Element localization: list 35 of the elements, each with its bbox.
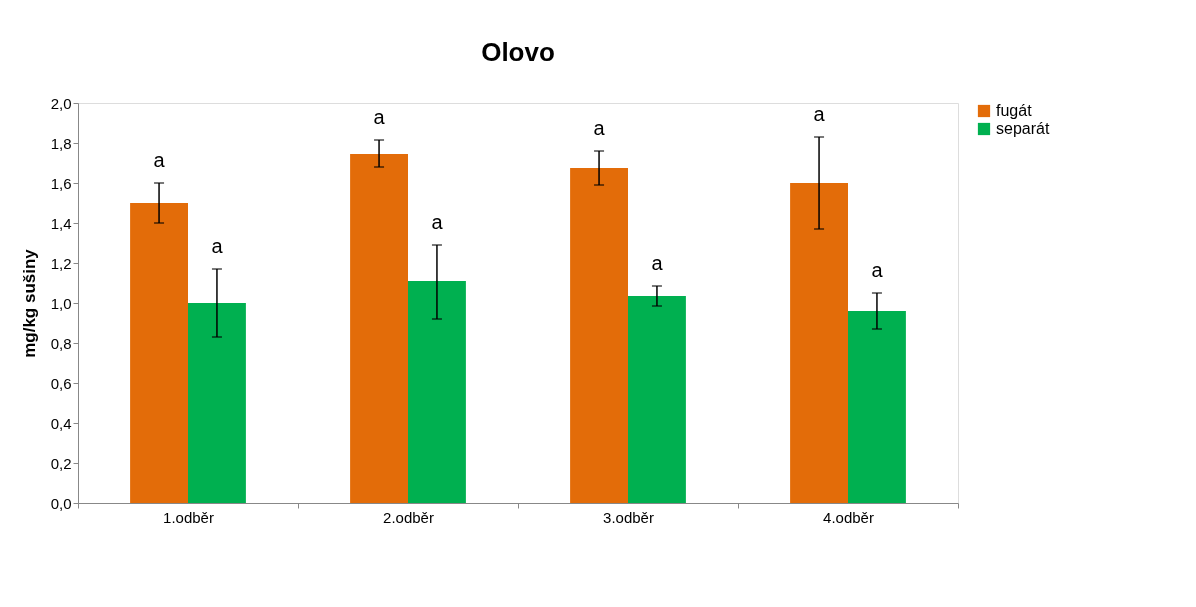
y-tick-label: 0,8 <box>50 334 72 352</box>
y-tick-label: 0,2 <box>50 454 72 472</box>
annotation: a <box>813 103 826 125</box>
annotation: a <box>211 235 224 257</box>
bar <box>350 154 408 503</box>
x-tick-label: 3.odběr <box>603 508 654 526</box>
x-tick-label: 1.odběr <box>163 508 214 526</box>
bar <box>408 281 466 503</box>
annotation: a <box>871 259 884 281</box>
annotation: a <box>431 211 444 233</box>
x-tick-label: 4.odběr <box>823 508 874 526</box>
y-tick-label: 2,0 <box>50 94 72 112</box>
y-tick-label: 1,8 <box>50 134 72 152</box>
y-tick-label: 1,2 <box>50 254 72 272</box>
y-tick-label: 0,6 <box>50 374 72 392</box>
y-tick-label: 0,0 <box>50 494 72 512</box>
annotation: a <box>373 106 386 128</box>
bar <box>130 203 188 503</box>
annotation: a <box>153 149 166 171</box>
x-tick-label: 2.odběr <box>383 508 434 526</box>
bar <box>790 183 848 503</box>
y-axis-title: mg/kg sušiny <box>19 248 39 358</box>
bar <box>188 303 246 503</box>
chart-title: Olovo <box>481 37 555 67</box>
bar <box>570 168 628 503</box>
bar <box>628 296 686 503</box>
y-tick-label: 1,4 <box>50 214 72 232</box>
y-tick-label: 0,4 <box>50 414 72 432</box>
y-tick-label: 1,6 <box>50 174 72 192</box>
legend-label: separát <box>996 120 1050 137</box>
legend-label: fugát <box>996 102 1033 119</box>
annotation: a <box>651 252 664 274</box>
y-tick-label: 1,0 <box>50 294 72 312</box>
annotation: a <box>593 117 606 139</box>
bar <box>848 311 906 503</box>
